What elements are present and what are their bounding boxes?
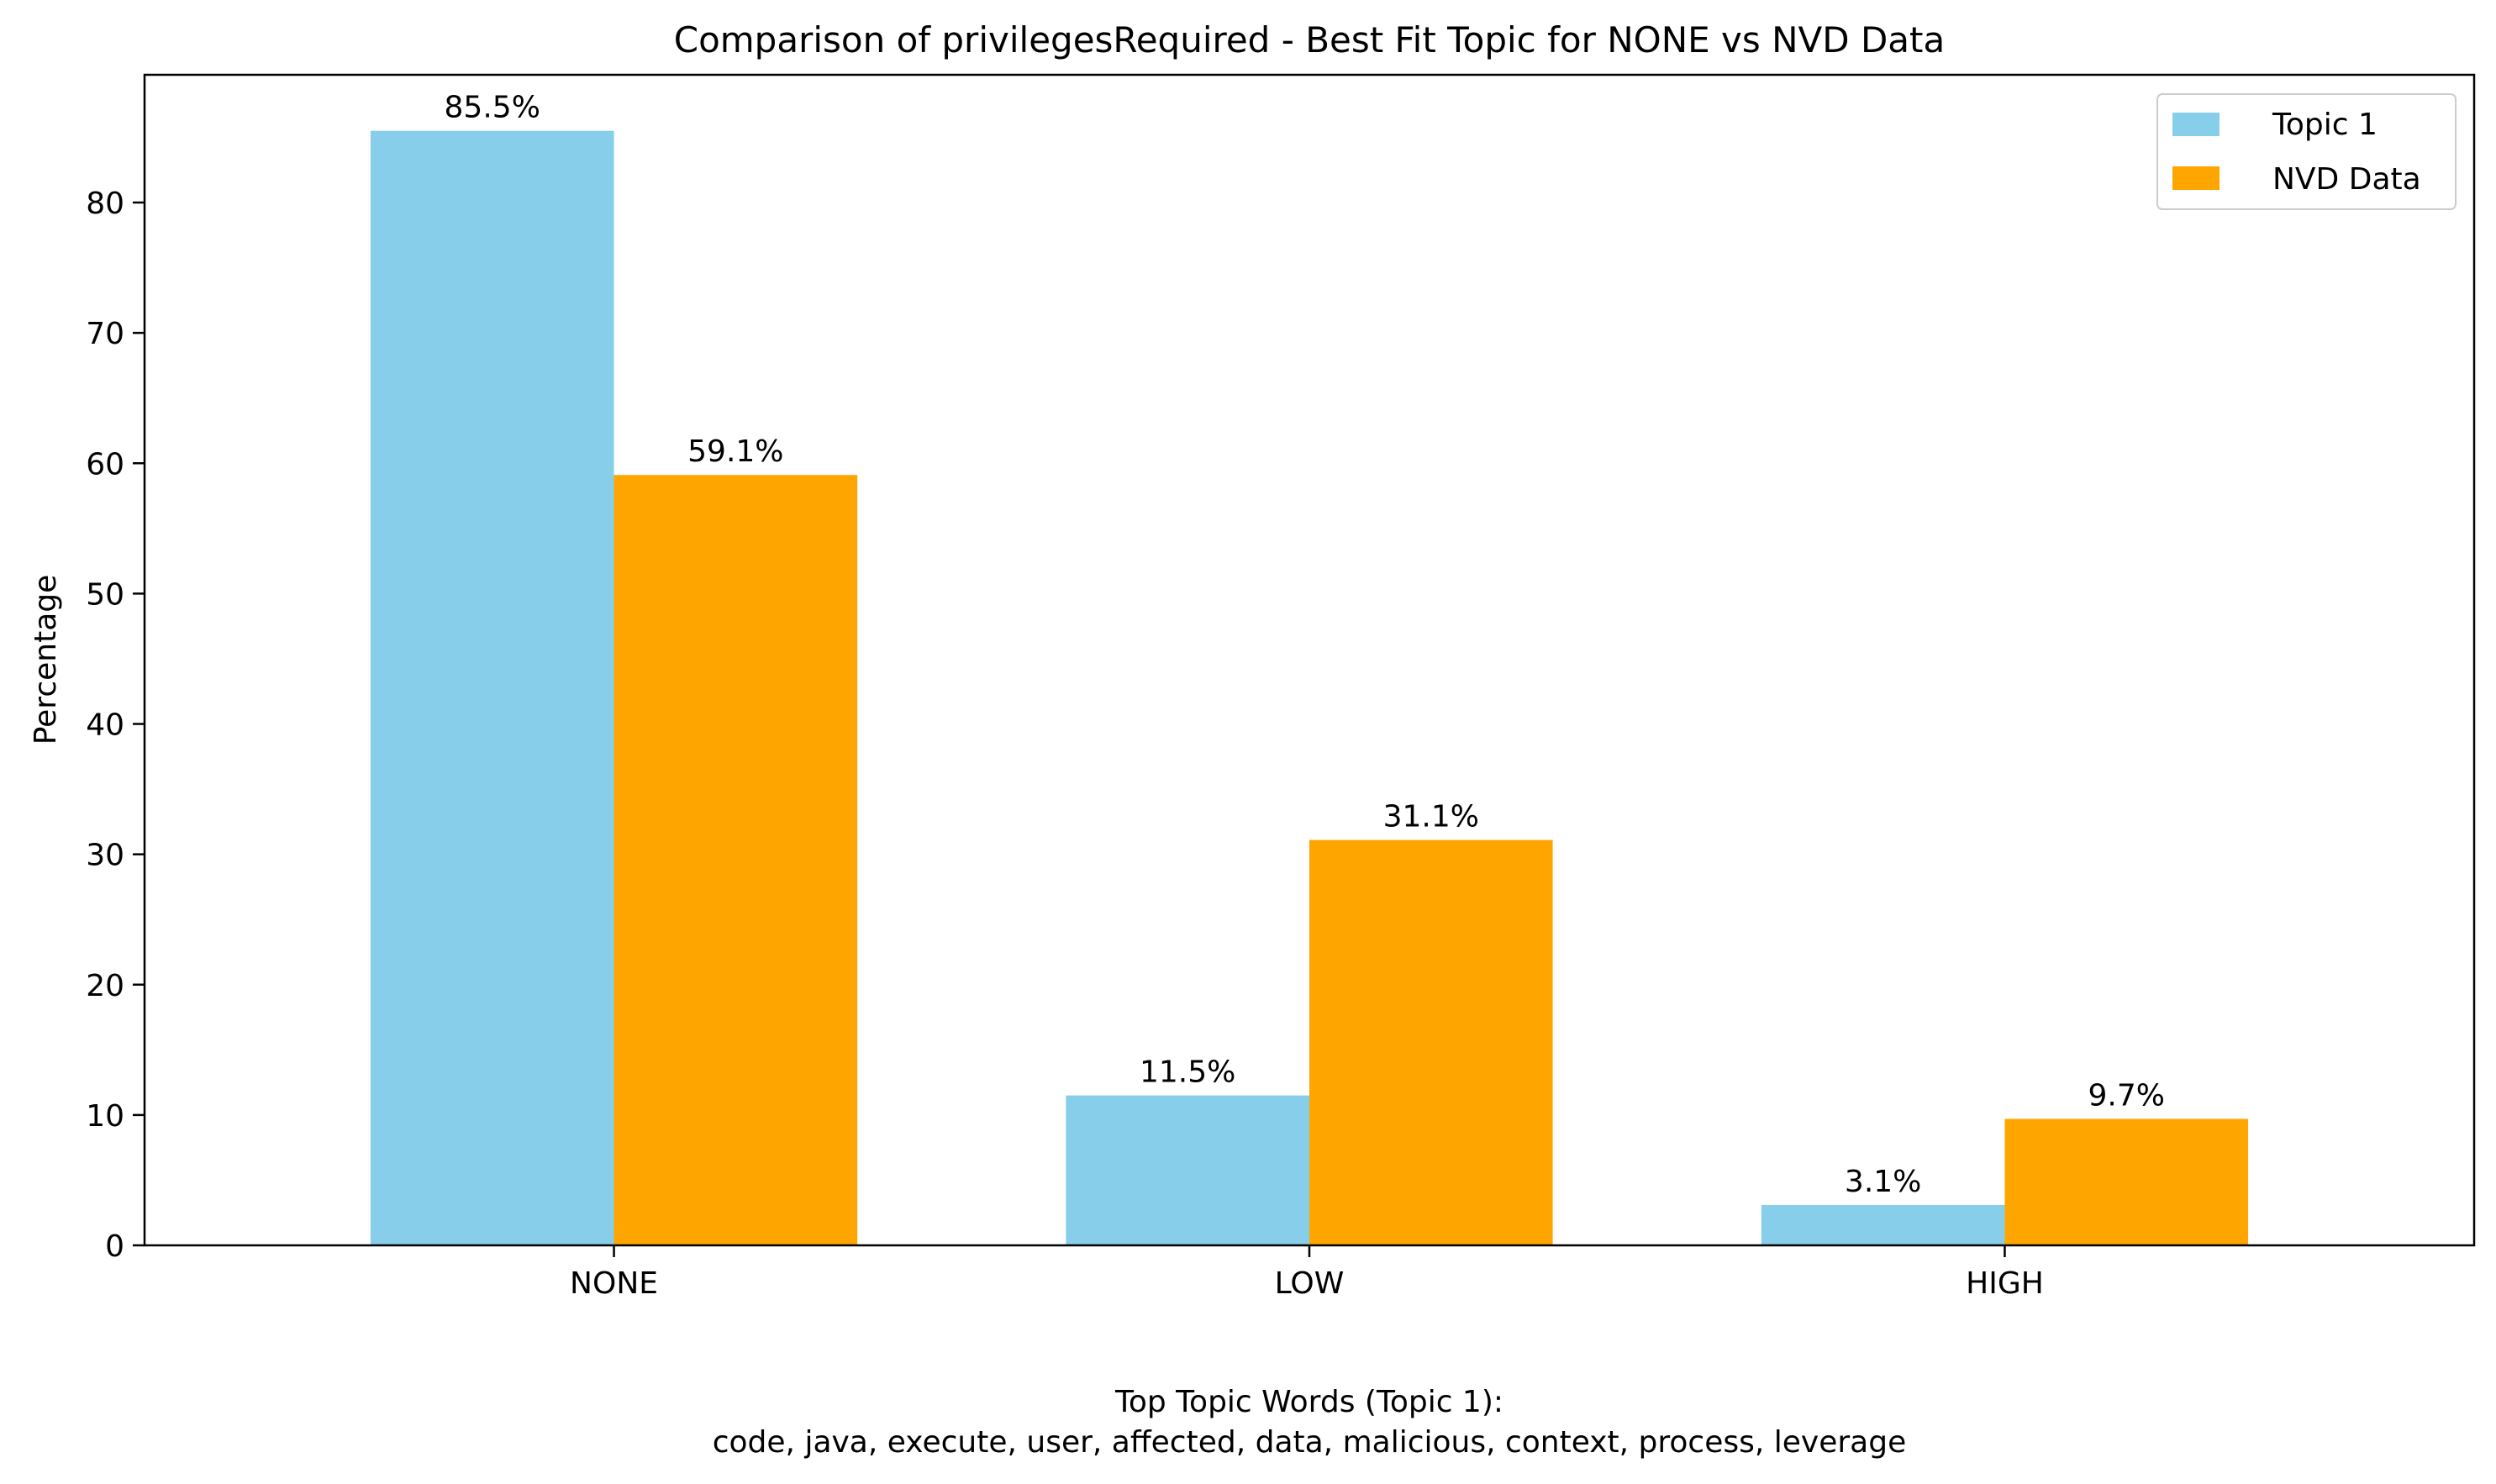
bars-group: [370, 130, 2249, 1246]
y-tick-label-30: 30: [86, 839, 124, 873]
legend-label-topic-1: Topic 1: [2272, 108, 2378, 142]
bar-labels-group: 85.5% 59.1% 11.5% 31.1% 3.1% 9.7%: [445, 91, 2165, 1199]
x-axis: NONE LOW HIGH: [570, 1245, 2044, 1301]
y-tick-label-60: 60: [86, 447, 124, 482]
bar-label-nvd-data-low: 31.1%: [1383, 800, 1479, 834]
bar-nvd-data-high: [2004, 1118, 2249, 1245]
y-axis-label: Percentage: [29, 575, 63, 745]
legend-swatch-nvd-data: [2172, 166, 2220, 190]
bar-label-nvd-data-high: 9.7%: [2088, 1079, 2165, 1113]
y-tick-label-40: 40: [86, 708, 124, 743]
legend-label-nvd-data: NVD Data: [2272, 162, 2421, 197]
chart-title: Comparison of privilegesRequired - Best …: [674, 19, 1945, 61]
y-tick-label-10: 10: [86, 1099, 124, 1134]
y-tick-label-20: 20: [86, 969, 124, 1003]
x-axis-label-line-2: code, java, execute, user, affected, dat…: [713, 1425, 1907, 1460]
bar-topic-1-high: [1761, 1204, 2005, 1245]
y-axis: 0 10 20 30 40 50 60 70 80: [86, 187, 145, 1264]
legend: Topic 1 NVD Data: [2156, 93, 2457, 210]
x-tick-label-high: HIGH: [1966, 1266, 2044, 1301]
x-axis-label-line-1: Top Topic Words (Topic 1):: [1114, 1385, 1503, 1419]
legend-frame: [2156, 93, 2457, 210]
y-tick-label-70: 70: [86, 317, 124, 351]
y-tick-label-80: 80: [86, 187, 124, 221]
bar-nvd-data-none: [613, 475, 858, 1245]
y-tick-label-50: 50: [86, 577, 124, 612]
bar-label-topic-1-high: 3.1%: [1845, 1165, 1921, 1199]
bar-topic-1-none: [370, 130, 614, 1246]
bar-label-topic-1-low: 11.5%: [1140, 1055, 1235, 1090]
y-tick-label-0: 0: [105, 1229, 124, 1264]
bar-label-topic-1-none: 85.5%: [445, 91, 540, 125]
x-tick-label-none: NONE: [570, 1266, 658, 1301]
bar-nvd-data-low: [1309, 839, 1553, 1245]
x-tick-label-low: LOW: [1275, 1266, 1345, 1301]
legend-swatch-topic-1: [2172, 113, 2220, 136]
bar-label-nvd-data-none: 59.1%: [687, 434, 783, 469]
bar-topic-1-low: [1066, 1095, 1309, 1245]
